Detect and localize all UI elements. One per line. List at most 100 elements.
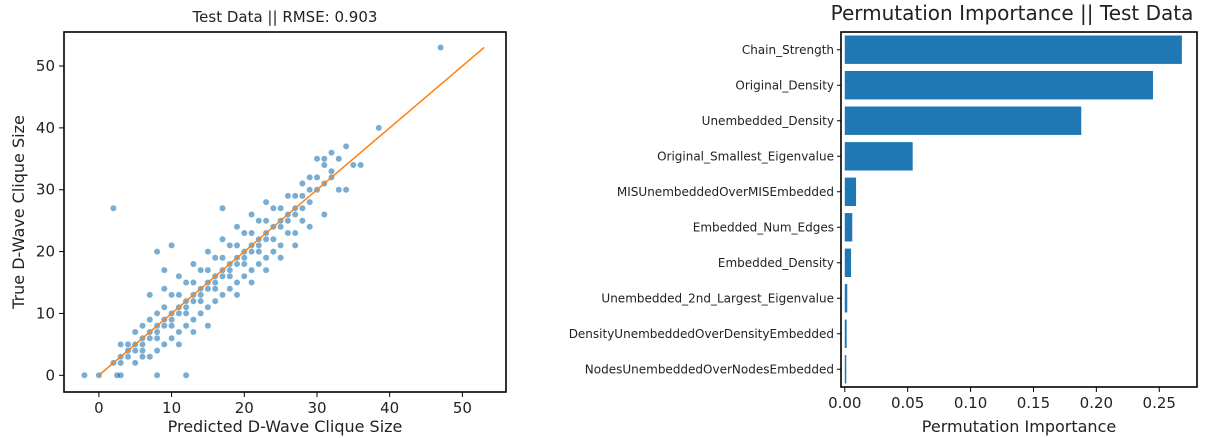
scatter-point [248, 230, 255, 236]
scatter-point [204, 285, 211, 292]
scatter-point [219, 273, 226, 280]
scatter-point [161, 267, 168, 274]
category-label: Unembedded_2nd_Largest_Eigenvalue [601, 291, 834, 305]
scatter-point [132, 329, 139, 335]
scatter-point [197, 298, 204, 305]
scatter-point [110, 205, 117, 212]
scatter-point [263, 267, 270, 274]
scatter-point [190, 298, 197, 305]
scatter-point [219, 291, 226, 298]
scatter-point [248, 211, 255, 218]
scatter-point [284, 192, 291, 199]
scatter-point [168, 291, 175, 298]
importance-bar [844, 319, 847, 348]
scatter-point [132, 359, 139, 366]
scatter-point [139, 322, 146, 329]
scatter-point [248, 248, 255, 255]
scatter-point [190, 316, 197, 323]
category-label: Original_Density [735, 78, 834, 92]
scatter-point [146, 335, 153, 342]
scatter-point [270, 248, 277, 255]
scatter-plot: Test Data || RMSE: 0.903 0 10 20 30 40 50 0 10 20… [9, 8, 507, 436]
scatter-point [263, 236, 270, 243]
y-tick-label: 40 [36, 119, 55, 137]
scatter-point [212, 298, 219, 305]
scatter-point [277, 242, 284, 249]
scatter-point [197, 267, 204, 274]
scatter-point [248, 279, 255, 286]
scatter-point [212, 285, 219, 292]
scatter-point [321, 155, 328, 162]
importance-bar [844, 106, 1082, 135]
scatter-point [306, 186, 313, 193]
y-tick-label: 30 [36, 181, 55, 199]
scatter-point [270, 205, 277, 212]
scatter-point [292, 230, 299, 236]
scatter-point [234, 279, 240, 286]
scatter-point [328, 168, 335, 175]
scatter-point [277, 223, 284, 230]
importance-bar [844, 177, 857, 206]
scatter-point [125, 353, 131, 360]
scatter-point [190, 261, 197, 267]
scatter-point [183, 279, 190, 286]
scatter-point [117, 359, 124, 366]
bar-x-axis-label: Permutation Importance [922, 417, 1116, 436]
x-tick-label: 0.15 [1017, 394, 1050, 412]
scatter-point [314, 174, 320, 181]
category-label: Original_Smallest_Eigenvalue [657, 149, 834, 163]
scatter-point [226, 273, 233, 280]
scatter-point [241, 254, 248, 261]
scatter-point [175, 310, 182, 317]
scatter-point [255, 261, 262, 267]
scatter-point [175, 341, 182, 348]
scatter-point [161, 304, 168, 311]
x-tick-label: 20 [235, 399, 254, 417]
scatter-point [197, 310, 204, 317]
scatter-point [204, 304, 211, 311]
scatter-point [299, 192, 306, 199]
x-tick-label: 30 [307, 399, 326, 417]
scatter-point [234, 261, 240, 267]
category-label: Unembedded_Density [702, 114, 834, 128]
scatter-point [226, 267, 233, 274]
scatter-point [328, 149, 335, 156]
scatter-y-axis-label: True D-Wave Clique Size [9, 115, 28, 310]
scatter-point [183, 322, 190, 329]
importance-bar [844, 355, 847, 384]
scatter-point [219, 205, 226, 212]
x-tick-label: 0.00 [828, 394, 861, 412]
scatter-point [117, 341, 124, 348]
scatter-point [81, 372, 88, 379]
scatter-point [183, 372, 190, 379]
importance-bar [844, 35, 1182, 64]
scatter-point [190, 279, 197, 286]
category-label: Embedded_Num_Edges [693, 220, 834, 234]
scatter-point [117, 372, 124, 379]
scatter-point [234, 291, 240, 298]
scatter-point [175, 273, 182, 280]
scatter-point [335, 186, 342, 193]
importance-bar [844, 71, 1153, 100]
x-tick-label: 40 [380, 399, 399, 417]
scatter-point [168, 316, 175, 323]
scatter-point [335, 155, 342, 162]
category-label: DensityUnembeddedOverDensityEmbedded [569, 327, 834, 341]
scatter-point [263, 217, 270, 224]
scatter-point [154, 329, 161, 335]
scatter-point [175, 329, 182, 335]
scatter-point [183, 304, 190, 311]
category-label: NodesUnembeddedOverNodesEmbedded [585, 362, 834, 376]
x-tick-label: 0 [94, 399, 104, 417]
scatter-point [292, 242, 299, 249]
scatter-point [226, 285, 233, 292]
scatter-point [139, 341, 146, 348]
scatter-point [234, 223, 240, 230]
scatter-point [219, 254, 226, 261]
scatter-point [437, 44, 444, 51]
scatter-point [284, 217, 291, 224]
scatter-point [292, 192, 299, 199]
scatter-point [375, 124, 382, 131]
scatter-point [139, 347, 146, 354]
